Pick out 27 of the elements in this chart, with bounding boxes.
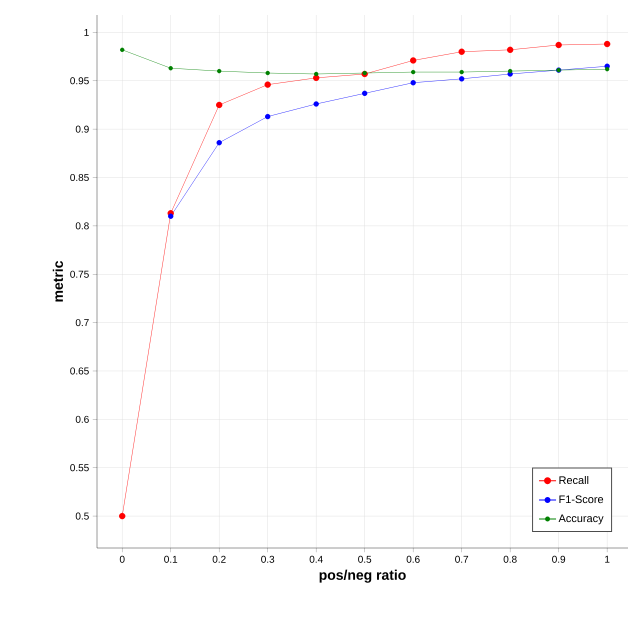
y-axis-title: metric: [52, 260, 64, 302]
x-tick-label: 0.6: [406, 556, 420, 563]
y-tick-label: 0.85: [70, 174, 89, 182]
y-tick-label: 0.7: [76, 319, 89, 326]
x-tick-label: 1: [605, 556, 610, 563]
x-tick-label: 0.5: [358, 556, 372, 563]
x-tick-label: 0.3: [261, 556, 274, 563]
x-tick-label: 0: [120, 556, 125, 563]
legend-label: Recall: [559, 476, 588, 484]
x-tick-label: 0.8: [504, 556, 517, 563]
x-tick-label: 0.9: [552, 556, 566, 563]
y-tick-label: 1: [84, 28, 89, 36]
x-tick-label: 0.7: [455, 556, 468, 563]
y-tick-label: 0.5: [76, 512, 89, 520]
y-tick-label: 0.9: [76, 126, 89, 133]
legend-label: F1-Score: [559, 495, 604, 504]
x-axis-title: pos/neg ratio: [320, 570, 406, 583]
y-tick-label: 0.95: [70, 77, 89, 84]
y-tick-label: 0.65: [70, 367, 89, 374]
y-tick-label: 0.6: [76, 416, 89, 423]
x-tick-label: 0.1: [164, 556, 178, 563]
x-tick-label: 0.4: [310, 556, 323, 563]
y-tick-label: 0.8: [76, 222, 89, 230]
y-tick-label: 0.55: [70, 464, 89, 472]
legend-label: Accuracy: [558, 514, 604, 524]
x-tick-label: 0.2: [212, 556, 226, 563]
y-tick-label: 0.75: [70, 270, 89, 278]
